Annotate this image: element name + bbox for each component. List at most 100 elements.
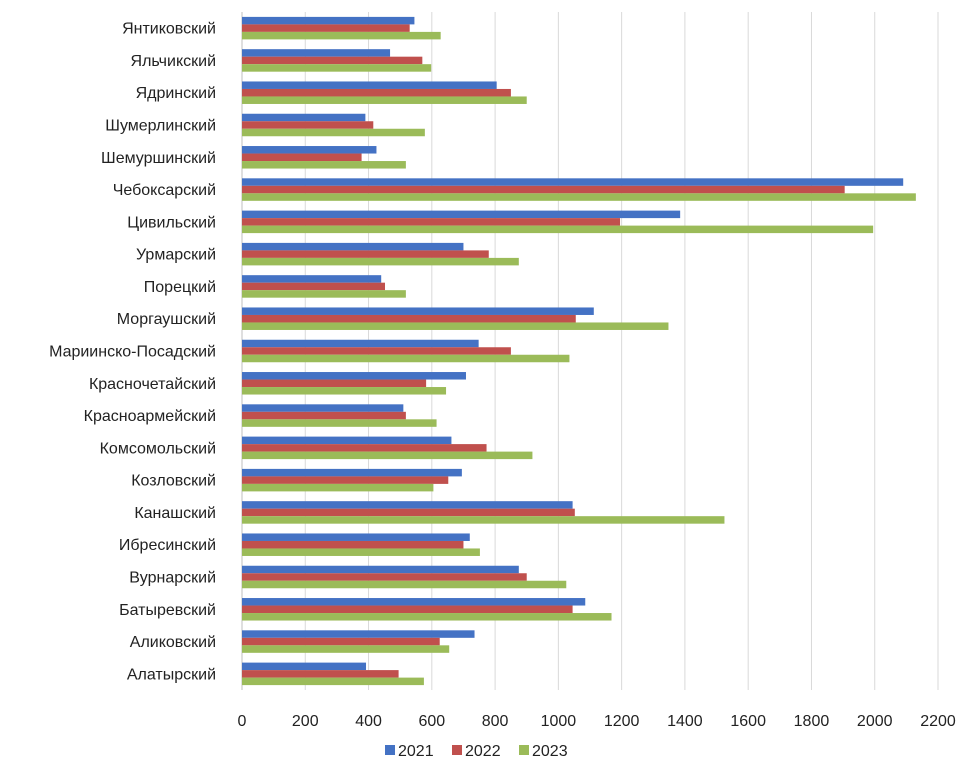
legend-label: 2022 xyxy=(465,743,501,760)
bar-2022 xyxy=(242,56,423,65)
x-tick-label: 2000 xyxy=(857,713,893,730)
category-label: Янтиковский xyxy=(122,21,216,38)
bar-2021 xyxy=(242,404,404,412)
bar-2022 xyxy=(242,218,621,226)
bar-2023 xyxy=(242,483,434,492)
bar-2023 xyxy=(242,548,480,556)
bar-2021 xyxy=(242,533,470,541)
bar-2021 xyxy=(242,436,452,445)
category-label: Аликовский xyxy=(130,634,216,651)
bar-2022 xyxy=(242,573,527,581)
category-label: Канашский xyxy=(134,505,216,522)
bar-2022 xyxy=(242,153,362,162)
bar-2022 xyxy=(242,476,449,484)
legend-label: 2023 xyxy=(532,743,568,760)
x-tick-label: 1000 xyxy=(541,713,577,730)
bar-2022 xyxy=(242,605,573,614)
bar-2023 xyxy=(242,322,669,330)
category-label: Козловский xyxy=(131,473,216,490)
bar-2022 xyxy=(242,250,489,258)
bar-2021 xyxy=(242,210,681,219)
x-tick-label: 2200 xyxy=(920,713,956,730)
bar-2022 xyxy=(242,121,374,129)
bar-2022 xyxy=(242,88,511,97)
category-label: Урмарский xyxy=(136,247,216,264)
bar-2023 xyxy=(242,257,519,266)
bar-2023 xyxy=(242,451,533,460)
bar-2021 xyxy=(242,468,462,477)
bar-2023 xyxy=(242,419,437,427)
bar-2021 xyxy=(242,178,904,186)
bar-2022 xyxy=(242,670,399,678)
category-label: Алатырский xyxy=(127,666,216,683)
bar-2021 xyxy=(242,565,519,574)
bar-2021 xyxy=(242,630,475,638)
bar-2022 xyxy=(242,444,487,452)
bar-2021 xyxy=(242,598,586,606)
bar-2021 xyxy=(242,275,382,283)
bar-2023 xyxy=(242,613,612,621)
bar-2021 xyxy=(242,146,377,154)
category-label: Мариинско-Посадский xyxy=(49,344,216,361)
bar-2023 xyxy=(242,387,447,395)
x-tick-label: 400 xyxy=(355,713,382,730)
category-label: Вурнарский xyxy=(129,570,216,587)
bar-2022 xyxy=(242,637,440,646)
bar-2023 xyxy=(242,31,441,40)
x-axis-ticks: 0 200 400 600 800 1000 1200 1400 1600 1800 2000 220… xyxy=(238,713,956,730)
x-tick-label: 0 xyxy=(238,713,247,730)
bar-2023 xyxy=(242,354,570,363)
x-tick-label: 800 xyxy=(482,713,509,730)
legend-swatch xyxy=(385,745,395,755)
bars xyxy=(242,16,916,686)
category-label: Красноармейский xyxy=(84,408,216,425)
category-labels: Янтиковский Яльчикский Ядринский Шумерлинск… xyxy=(49,21,216,684)
bar-2023 xyxy=(242,128,425,137)
bar-2022 xyxy=(242,379,427,388)
x-tick-label: 1400 xyxy=(667,713,703,730)
bar-2022 xyxy=(242,185,845,194)
category-label: Яльчикский xyxy=(131,53,216,70)
category-label: Комсомольский xyxy=(100,440,216,457)
category-label: Ядринский xyxy=(136,85,216,102)
bar-2021 xyxy=(242,16,415,25)
bar-2021 xyxy=(242,81,497,89)
category-label: Моргаушский xyxy=(117,311,216,328)
bar-2022 xyxy=(242,508,575,517)
bar-2023 xyxy=(242,193,916,201)
category-label: Порецкий xyxy=(144,279,216,296)
category-label: Чебоксарский xyxy=(113,182,216,199)
x-tick-label: 1600 xyxy=(730,713,766,730)
category-label: Ибресинский xyxy=(119,537,216,554)
legend: 2021 2022 2023 xyxy=(385,743,568,760)
bar-2022 xyxy=(242,314,576,323)
legend-swatch xyxy=(519,745,529,755)
bar-2023 xyxy=(242,64,432,72)
bar-2022 xyxy=(242,24,410,32)
bar-2023 xyxy=(242,225,874,234)
category-label: Красночетайский xyxy=(89,376,216,393)
bar-2023 xyxy=(242,290,406,298)
bar-2022 xyxy=(242,347,511,355)
bar-2023 xyxy=(242,580,567,589)
legend-swatch xyxy=(452,745,462,755)
bar-2021 xyxy=(242,307,594,315)
category-label: Шумерлинский xyxy=(105,118,216,135)
bar-2022 xyxy=(242,282,385,291)
category-label: Шемуршинский xyxy=(101,150,216,167)
bar-2023 xyxy=(242,516,725,524)
bar-2023 xyxy=(242,161,406,169)
bar-2021 xyxy=(242,662,367,671)
x-tick-label: 1200 xyxy=(604,713,640,730)
bar-2022 xyxy=(242,540,464,549)
bar-2021 xyxy=(242,372,466,380)
bar-2023 xyxy=(242,96,527,104)
bar-2023 xyxy=(242,645,450,653)
category-label: Цивильский xyxy=(127,214,216,231)
x-tick-label: 1800 xyxy=(794,713,830,730)
bar-2021 xyxy=(242,49,391,57)
legend-label: 2021 xyxy=(398,743,434,760)
x-tick-label: 200 xyxy=(292,713,319,730)
